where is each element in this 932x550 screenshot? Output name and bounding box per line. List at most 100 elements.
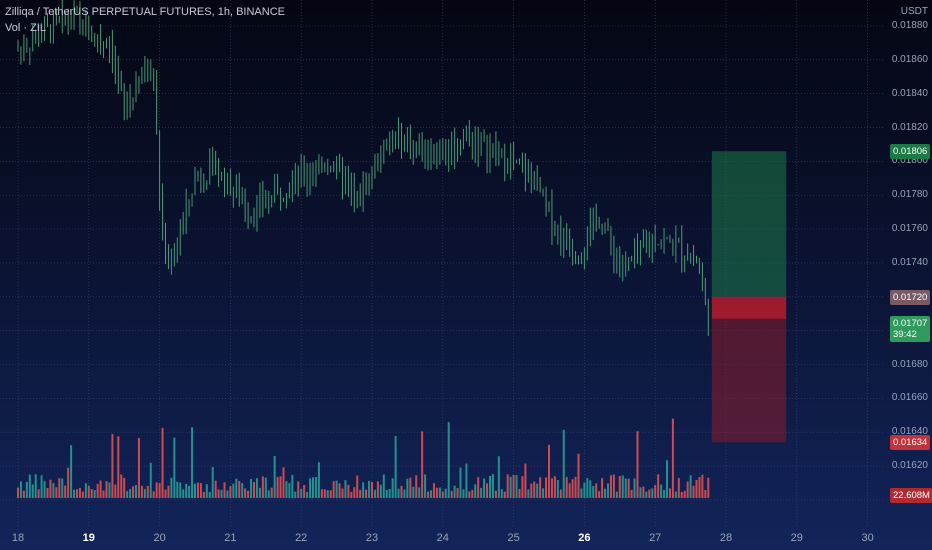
- volume-bar: [441, 491, 444, 498]
- volume-bar: [37, 489, 40, 498]
- currency-label: USDT: [900, 6, 928, 17]
- volume-bar: [199, 483, 202, 498]
- volume-bar: [146, 486, 149, 498]
- volume-bar: [524, 463, 527, 498]
- volume-bar: [25, 481, 28, 498]
- volume-bar: [359, 489, 362, 498]
- symbol-title[interactable]: Zilliqa / TetherUS PERPETUAL FUTURES, 1h…: [5, 6, 285, 18]
- volume-bar: [483, 478, 486, 498]
- volume-bar: [453, 485, 456, 498]
- volume-bar: [137, 438, 140, 498]
- volume-bar: [350, 491, 353, 498]
- volume-bar: [494, 490, 497, 498]
- date-axis-label: 18: [11, 532, 25, 544]
- volume-bar: [28, 474, 31, 498]
- volume-bar: [297, 481, 300, 498]
- volume-bar: [19, 481, 22, 498]
- volume-bar: [250, 478, 253, 498]
- volume-bar: [332, 481, 335, 498]
- volume-bar: [353, 487, 356, 498]
- volume-bar: [385, 489, 388, 498]
- volume-bar: [418, 487, 421, 498]
- volume-bar: [480, 487, 483, 498]
- volume-bar: [545, 477, 548, 498]
- volume-bar: [651, 488, 654, 498]
- date-axis-label: 24: [436, 532, 449, 544]
- volume-bar: [671, 418, 674, 498]
- volume-bar: [191, 427, 194, 498]
- volume-value-tag: 22.608M: [890, 488, 932, 503]
- volume-bar: [108, 482, 111, 498]
- volume-bar: [282, 467, 285, 498]
- date-axis-label: 28: [719, 532, 733, 544]
- volume-bar: [261, 476, 264, 498]
- volume-bar: [46, 487, 49, 498]
- volume-bar: [43, 481, 46, 498]
- volume-bar: [232, 483, 235, 498]
- price-axis-label: 0.01680: [891, 358, 928, 370]
- volume-bar: [164, 489, 167, 498]
- volume-bar: [34, 474, 37, 498]
- take-profit-price-tag: 0.01806: [890, 144, 931, 160]
- volume-bar: [698, 476, 701, 498]
- volume-bar: [368, 480, 371, 498]
- volume-bar: [595, 483, 598, 498]
- volume-indicator-label[interactable]: Vol · ZIL: [5, 22, 46, 34]
- volume-bar: [244, 488, 247, 498]
- volume-bar: [188, 485, 191, 498]
- volume-bar: [388, 488, 391, 498]
- volume-bar: [182, 489, 185, 498]
- volume-bar: [217, 489, 220, 498]
- volume-bar: [111, 434, 114, 498]
- volume-bar: [497, 456, 500, 498]
- volume-bar: [630, 489, 633, 498]
- volume-bar: [81, 491, 84, 498]
- volume-bar: [276, 476, 279, 498]
- volume-bar: [258, 487, 261, 498]
- volume-bar: [288, 483, 291, 498]
- volume-bar: [229, 486, 232, 498]
- volume-bar: [447, 422, 450, 498]
- volume-bar: [344, 480, 347, 498]
- volume-bar: [96, 483, 99, 498]
- volume-bar: [129, 489, 132, 498]
- price-axis-label: 0.01640: [891, 426, 928, 438]
- volume-bar: [267, 490, 270, 498]
- price-axis-label: 0.01800: [891, 155, 928, 167]
- volume-bar: [371, 482, 373, 498]
- volume-bar: [518, 488, 521, 498]
- volume-bar: [223, 482, 226, 498]
- volume-bar: [52, 483, 55, 498]
- volume-bar: [123, 477, 126, 498]
- volume-bar: [105, 481, 108, 498]
- current-price-value: 0.01707: [893, 317, 928, 329]
- volume-bar: [126, 491, 129, 498]
- volume-bar: [382, 474, 385, 498]
- volume-bar: [170, 477, 173, 498]
- date-axis-label: 19: [82, 532, 95, 544]
- volume-bar: [583, 482, 586, 498]
- volume-bar: [309, 478, 312, 498]
- volume-bar: [61, 478, 64, 498]
- volume-bar: [598, 491, 601, 498]
- volume-bar: [365, 489, 368, 498]
- volume-bar: [568, 483, 571, 498]
- volume-bar: [657, 474, 660, 498]
- volume-bar: [577, 453, 580, 498]
- volume-bar: [609, 475, 612, 498]
- volume-bar: [592, 486, 595, 498]
- volume-bar: [202, 491, 205, 498]
- volume-bar: [167, 485, 170, 498]
- volume-bar: [556, 480, 559, 498]
- volume-bar: [114, 484, 117, 498]
- price-axis-label: 0.01760: [891, 223, 928, 235]
- volume-bar: [580, 488, 583, 498]
- volume-bar: [692, 485, 695, 498]
- volume-bar: [211, 467, 214, 498]
- volume-bar: [329, 490, 332, 498]
- volume-bar: [205, 484, 208, 498]
- volume-bar: [40, 475, 43, 498]
- volume-bar: [589, 480, 592, 498]
